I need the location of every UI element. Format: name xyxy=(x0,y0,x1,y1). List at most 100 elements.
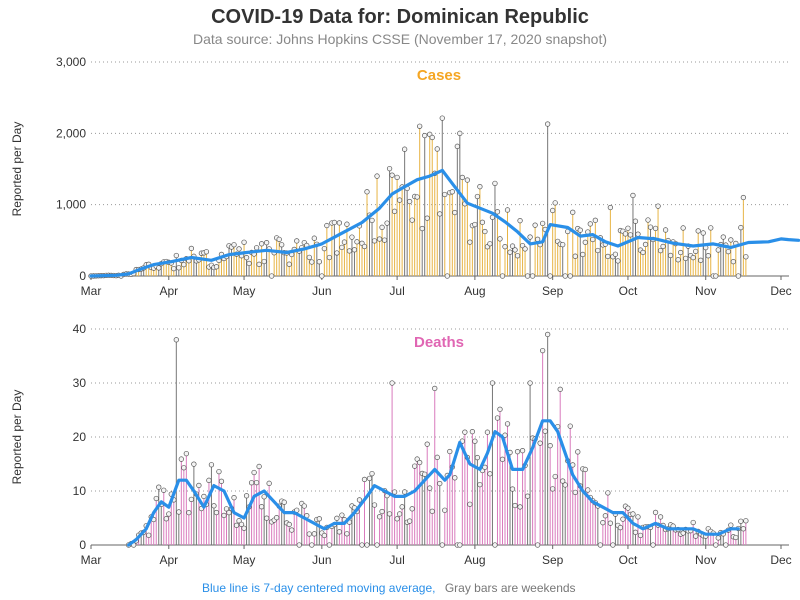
deaths-daily-marker xyxy=(610,542,616,548)
deaths-daily-marker xyxy=(447,448,453,455)
cases-daily-marker xyxy=(341,239,348,245)
cases-daily-marker xyxy=(276,236,282,242)
deaths-daily-marker xyxy=(733,534,739,541)
deaths-daily-marker xyxy=(585,487,591,493)
deaths-daily-marker xyxy=(600,520,606,526)
deaths-daily-marker xyxy=(429,508,435,514)
deaths-daily-marker xyxy=(311,531,317,537)
deaths-daily-marker xyxy=(238,521,245,528)
deaths-daily-marker xyxy=(462,429,468,435)
cases-daily-marker xyxy=(580,251,586,258)
deaths-daily-marker xyxy=(494,415,501,421)
deaths-daily-marker xyxy=(650,542,656,548)
deaths-daily-marker xyxy=(216,468,222,475)
cases-daily-marker xyxy=(454,143,460,149)
deaths-daily-marker xyxy=(173,337,179,343)
deaths-daily-marker xyxy=(414,456,420,462)
cases-daily-marker xyxy=(241,239,247,245)
cases-daily-marker xyxy=(434,146,440,152)
deaths-daily-marker xyxy=(545,331,551,338)
deaths-daily-marker xyxy=(484,429,491,435)
cases-daily-marker xyxy=(243,255,250,261)
deaths-daily-marker xyxy=(550,486,556,492)
cases-daily-marker xyxy=(622,231,629,237)
cases-panel-title: Cases xyxy=(417,67,461,84)
cases-daily-marker xyxy=(442,191,448,198)
deaths-daily-marker xyxy=(236,518,242,524)
cases-daily-marker xyxy=(477,184,483,190)
deaths-daily-marker xyxy=(728,522,734,528)
deaths-daily-marker xyxy=(427,485,433,491)
deaths-daily-marker xyxy=(146,532,152,538)
deaths-daily-marker xyxy=(321,532,327,539)
cases-daily-marker xyxy=(562,273,568,279)
deaths-daily-marker xyxy=(266,480,272,486)
deaths-daily-marker xyxy=(163,516,169,522)
cases-daily-marker xyxy=(675,257,681,263)
cases-daily-marker xyxy=(630,192,636,199)
deaths-daily-marker xyxy=(191,461,197,467)
deaths-x-tick-label: Sep xyxy=(542,553,564,567)
cases-daily-marker xyxy=(730,259,736,265)
cases-daily-marker xyxy=(474,193,481,200)
cases-daily-marker xyxy=(693,248,699,254)
deaths-daily-marker xyxy=(241,525,247,531)
cases-daily-marker xyxy=(743,254,749,260)
deaths-daily-marker xyxy=(201,493,207,500)
cases-daily-marker xyxy=(371,238,378,244)
deaths-daily-marker xyxy=(183,450,189,457)
cases-daily-marker xyxy=(171,265,177,272)
cases-y-tick-label: 2,000 xyxy=(56,126,86,140)
cases-daily-marker xyxy=(326,254,333,261)
cases-daily-marker xyxy=(720,234,726,240)
cases-x-tick-label: Nov xyxy=(695,284,716,298)
deaths-daily-marker xyxy=(226,509,232,516)
cases-daily-marker xyxy=(334,250,340,256)
deaths-daily-marker xyxy=(562,482,568,488)
deaths-moving-average-line xyxy=(127,419,740,547)
deaths-daily-marker xyxy=(334,515,340,521)
cases-daily-marker xyxy=(379,224,385,230)
deaths-daily-marker xyxy=(156,484,162,490)
deaths-daily-marker xyxy=(424,441,430,447)
cases-daily-marker xyxy=(311,235,317,241)
cases-daily-marker xyxy=(407,198,413,205)
cases-moving-average-line xyxy=(89,168,800,278)
deaths-daily-marker xyxy=(597,542,603,548)
deaths-daily-marker xyxy=(359,542,365,548)
cases-y-tick-label: 3,000 xyxy=(56,55,86,69)
cases-daily-marker xyxy=(231,242,237,248)
cases-daily-marker xyxy=(364,189,370,195)
deaths-daily-marker xyxy=(206,477,212,483)
deaths-daily-marker xyxy=(457,542,463,548)
cases-daily-marker xyxy=(740,194,747,201)
deaths-y-tick-label: 40 xyxy=(73,322,87,336)
cases-daily-marker xyxy=(351,247,358,253)
cases-daily-marker xyxy=(396,197,403,203)
deaths-daily-marker xyxy=(186,510,192,516)
deaths-daily-marker xyxy=(248,480,255,486)
deaths-x-tick-label: Aug xyxy=(464,553,485,567)
cases-daily-marker xyxy=(655,203,661,209)
deaths-daily-marker xyxy=(296,542,302,548)
deaths-daily-marker xyxy=(221,512,227,519)
deaths-daily-marker xyxy=(261,494,267,500)
deaths-daily-marker xyxy=(637,532,644,539)
deaths-x-tick-label: Nov xyxy=(695,553,716,567)
deaths-daily-marker xyxy=(452,475,458,481)
cases-daily-marker xyxy=(261,258,267,265)
cases-daily-marker xyxy=(452,209,458,216)
cases-daily-marker xyxy=(422,132,428,139)
deaths-x-tick-label: Apr xyxy=(159,553,178,567)
cases-daily-marker xyxy=(309,259,315,265)
deaths-daily-marker xyxy=(344,531,350,537)
cases-daily-marker xyxy=(213,264,220,270)
deaths-daily-marker xyxy=(432,385,438,392)
deaths-daily-marker xyxy=(469,428,476,435)
deaths-daily-marker xyxy=(474,454,481,461)
cases-daily-marker xyxy=(279,242,285,248)
cases-daily-marker xyxy=(735,273,741,279)
cases-daily-marker xyxy=(647,224,654,230)
cases-daily-marker xyxy=(414,194,420,200)
